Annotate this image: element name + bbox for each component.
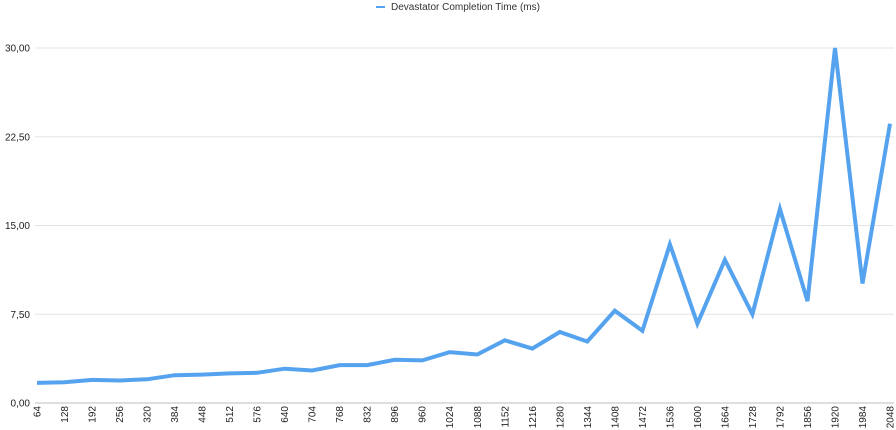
- legend-label: Devastator Completion Time (ms): [391, 1, 540, 13]
- x-tick-label: 1728: [748, 406, 759, 429]
- x-tick-label: 960: [418, 406, 429, 423]
- x-tick-label: 704: [308, 406, 319, 423]
- x-tick-label: 640: [280, 406, 291, 423]
- x-tick-label: 320: [143, 406, 154, 423]
- y-tick-label: 7,50: [11, 310, 31, 321]
- legend-swatch: [376, 6, 385, 8]
- x-tick-label: 128: [60, 406, 71, 423]
- x-tick-label: 256: [115, 406, 126, 423]
- x-tick-label: 1472: [638, 406, 649, 429]
- x-tick-label: 1536: [665, 406, 676, 429]
- x-tick-label: 1984: [858, 406, 869, 429]
- y-tick-label: 30,00: [5, 44, 30, 55]
- x-tick-label: 832: [363, 406, 374, 423]
- x-tick-label: 1664: [720, 406, 731, 429]
- x-tick-label: 896: [390, 406, 401, 423]
- x-tick-label: 64: [33, 406, 44, 418]
- x-tick-label: 1600: [693, 406, 704, 429]
- x-tick-label: 1920: [830, 406, 841, 429]
- x-tick-label: 576: [253, 406, 264, 423]
- x-tick-label: 384: [170, 406, 181, 423]
- x-tick-label: 2048: [886, 406, 896, 429]
- y-tick-label: 15,00: [5, 221, 30, 232]
- x-tick-label: 1088: [473, 406, 484, 429]
- x-tick-label: 192: [88, 406, 99, 423]
- series-line: [36, 47, 892, 385]
- x-tick-label: 1216: [528, 406, 539, 429]
- x-tick-label: 1344: [583, 406, 594, 429]
- x-tick-label: 1024: [445, 406, 456, 429]
- x-tick-label: 448: [198, 406, 209, 423]
- y-tick-label: 22,50: [5, 132, 30, 143]
- x-tick-label: 1856: [803, 406, 814, 429]
- x-tick-label: 1408: [610, 406, 621, 429]
- x-tick-label: 1792: [775, 406, 786, 429]
- chart-legend: Devastator Completion Time (ms): [376, 1, 540, 13]
- x-tick-label: 512: [225, 406, 236, 423]
- x-tick-label: 768: [335, 406, 346, 423]
- y-tick-label: 0,00: [11, 399, 31, 410]
- x-tick-label: 1280: [555, 406, 566, 429]
- x-tick-label: 1152: [500, 406, 511, 428]
